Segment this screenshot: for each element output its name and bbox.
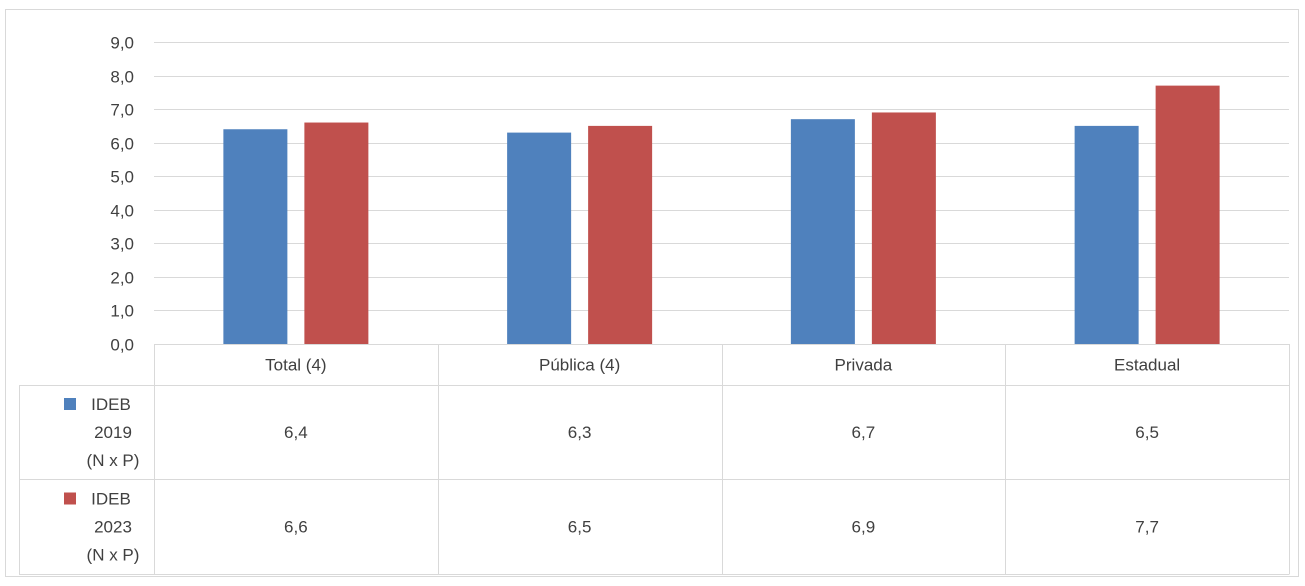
y-tick-label: 2,0 (110, 269, 134, 288)
data-label: 6,3 (568, 423, 592, 442)
category-label: Privada (835, 356, 893, 375)
data-label: 6,4 (284, 423, 308, 442)
data-label: 6,7 (852, 423, 876, 442)
legend-label: (N x P) (87, 451, 140, 470)
y-tick-label: 1,0 (110, 302, 134, 321)
bar (507, 132, 572, 344)
y-tick-label: 3,0 (110, 235, 134, 254)
bar (588, 125, 653, 344)
y-axis-tick-labels: 0,0 1,0 2,0 3,0 4,0 5,0 6,0 7,0 8,0 9,0 (110, 34, 134, 355)
legend-key (64, 398, 76, 410)
y-tick-label: 7,0 (110, 101, 134, 120)
y-tick-label: 8,0 (110, 68, 134, 87)
y-tick-label: 4,0 (110, 202, 134, 221)
category-label: Estadual (1114, 356, 1180, 375)
legend-label: 2023 (94, 518, 132, 537)
y-tick-label: 9,0 (110, 34, 134, 53)
bar (1074, 125, 1139, 344)
bar (790, 119, 855, 344)
data-label: 6,5 (568, 518, 592, 537)
y-tick-label: 5,0 (110, 168, 134, 187)
y-tick-label: 6,0 (110, 135, 134, 154)
legend-label: (N x P) (87, 546, 140, 565)
data-label: 6,5 (1135, 423, 1159, 442)
data-label: 7,7 (1135, 518, 1159, 537)
bar (1155, 85, 1220, 344)
bar (223, 129, 288, 344)
legend-label: IDEB (91, 490, 131, 509)
bars (223, 85, 1220, 345)
category-label: Total (4) (265, 356, 326, 375)
legend-label: 2019 (94, 423, 132, 442)
data-table: Total (4) Pública (4) Privada Estadual IDEB 2… (19, 344, 1290, 575)
data-label: 6,9 (852, 518, 876, 537)
legend-label: IDEB (91, 395, 131, 414)
bar (871, 112, 936, 344)
legend-key (64, 492, 76, 505)
y-tick-label: 0,0 (110, 336, 134, 355)
category-label: Pública (4) (539, 356, 620, 375)
data-label: 6,6 (284, 518, 308, 537)
bar (304, 122, 369, 345)
chart-frame (5, 9, 1299, 577)
